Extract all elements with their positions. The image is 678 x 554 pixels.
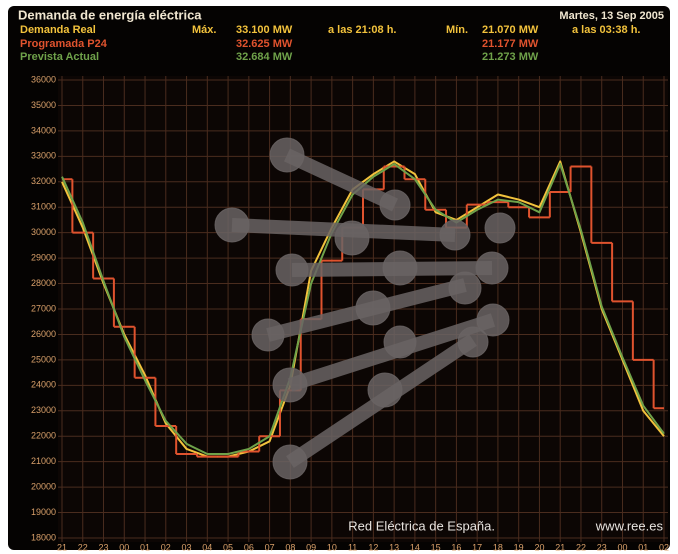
x-tick-label: 10 [327,542,337,552]
x-tick-label: 09 [306,542,316,552]
x-tick-label: 23 [597,542,607,552]
x-tick-label: 01 [140,542,150,552]
x-tick-label: 22 [78,542,88,552]
y-tick-label: 23000 [31,405,56,415]
y-tick-label: 26000 [31,329,56,339]
min-value: 21.273 MW [482,51,539,63]
x-tick-label: 20 [534,542,544,552]
min-value: 21.070 MW [482,24,539,36]
x-tick-label: 22 [576,542,586,552]
x-tick-label: 21 [57,542,67,552]
max-value: 32.625 MW [236,38,293,50]
y-tick-label: 18000 [31,532,56,542]
watermark: Red Eléctrica de España. [348,518,495,533]
y-tick-label: 36000 [31,74,56,84]
x-tick-label: 19 [514,542,524,552]
legend-entry: Prevista Actual [20,51,99,63]
x-tick-label: 21 [555,542,565,552]
x-tick-label: 23 [99,542,109,552]
x-tick-label: 08 [285,542,295,552]
min-time: a las 03:38 h. [572,24,641,36]
y-tick-label: 31000 [31,202,56,212]
overlay-icon [214,137,516,480]
y-tick-label: 24000 [31,380,56,390]
x-tick-label: 13 [389,542,399,552]
x-tick-label: 06 [244,542,254,552]
max-value: 32.684 MW [236,51,293,63]
y-tick-label: 19000 [31,507,56,517]
x-tick-label: 02 [659,542,669,552]
max-value: 33.100 MW [236,24,293,36]
y-tick-label: 22000 [31,431,56,441]
url: www.ree.es [595,518,664,533]
x-tick-label: 12 [368,542,378,552]
date: Martes, 13 Sep 2005 [559,10,664,22]
chart-title: Demanda de energía eléctrica [18,7,202,22]
y-tick-label: 34000 [31,125,56,135]
x-tick-label: 04 [202,542,212,552]
max-time: a las 21:08 h. [328,24,397,36]
x-tick-label: 00 [617,542,627,552]
x-tick-label: 03 [182,542,192,552]
x-tick-label: 14 [410,542,420,552]
legend-entry: Demanda Real [20,24,96,36]
x-tick-label: 00 [119,542,129,552]
x-tick-label: 15 [431,542,441,552]
y-tick-label: 28000 [31,278,56,288]
min-label: Mín. [446,24,468,36]
x-tick-label: 02 [161,542,171,552]
x-tick-label: 11 [348,542,357,552]
x-tick-label: 05 [223,542,233,552]
max-label: Máx. [192,24,216,36]
x-tick-label: 07 [265,542,275,552]
y-tick-label: 27000 [31,303,56,313]
min-value: 21.177 MW [482,38,539,50]
x-tick-label: 18 [493,542,503,552]
y-tick-label: 20000 [31,481,56,491]
y-tick-label: 30000 [31,227,56,237]
y-tick-label: 21000 [31,456,56,466]
x-tick-label: 17 [472,542,482,552]
y-tick-label: 25000 [31,354,56,364]
x-tick-label: 16 [451,542,461,552]
y-tick-label: 35000 [31,100,56,110]
x-tick-label: 01 [638,542,648,552]
y-tick-label: 33000 [31,151,56,161]
legend-entry: Programada P24 [20,38,108,50]
y-tick-label: 29000 [31,252,56,262]
y-tick-label: 32000 [31,176,56,186]
